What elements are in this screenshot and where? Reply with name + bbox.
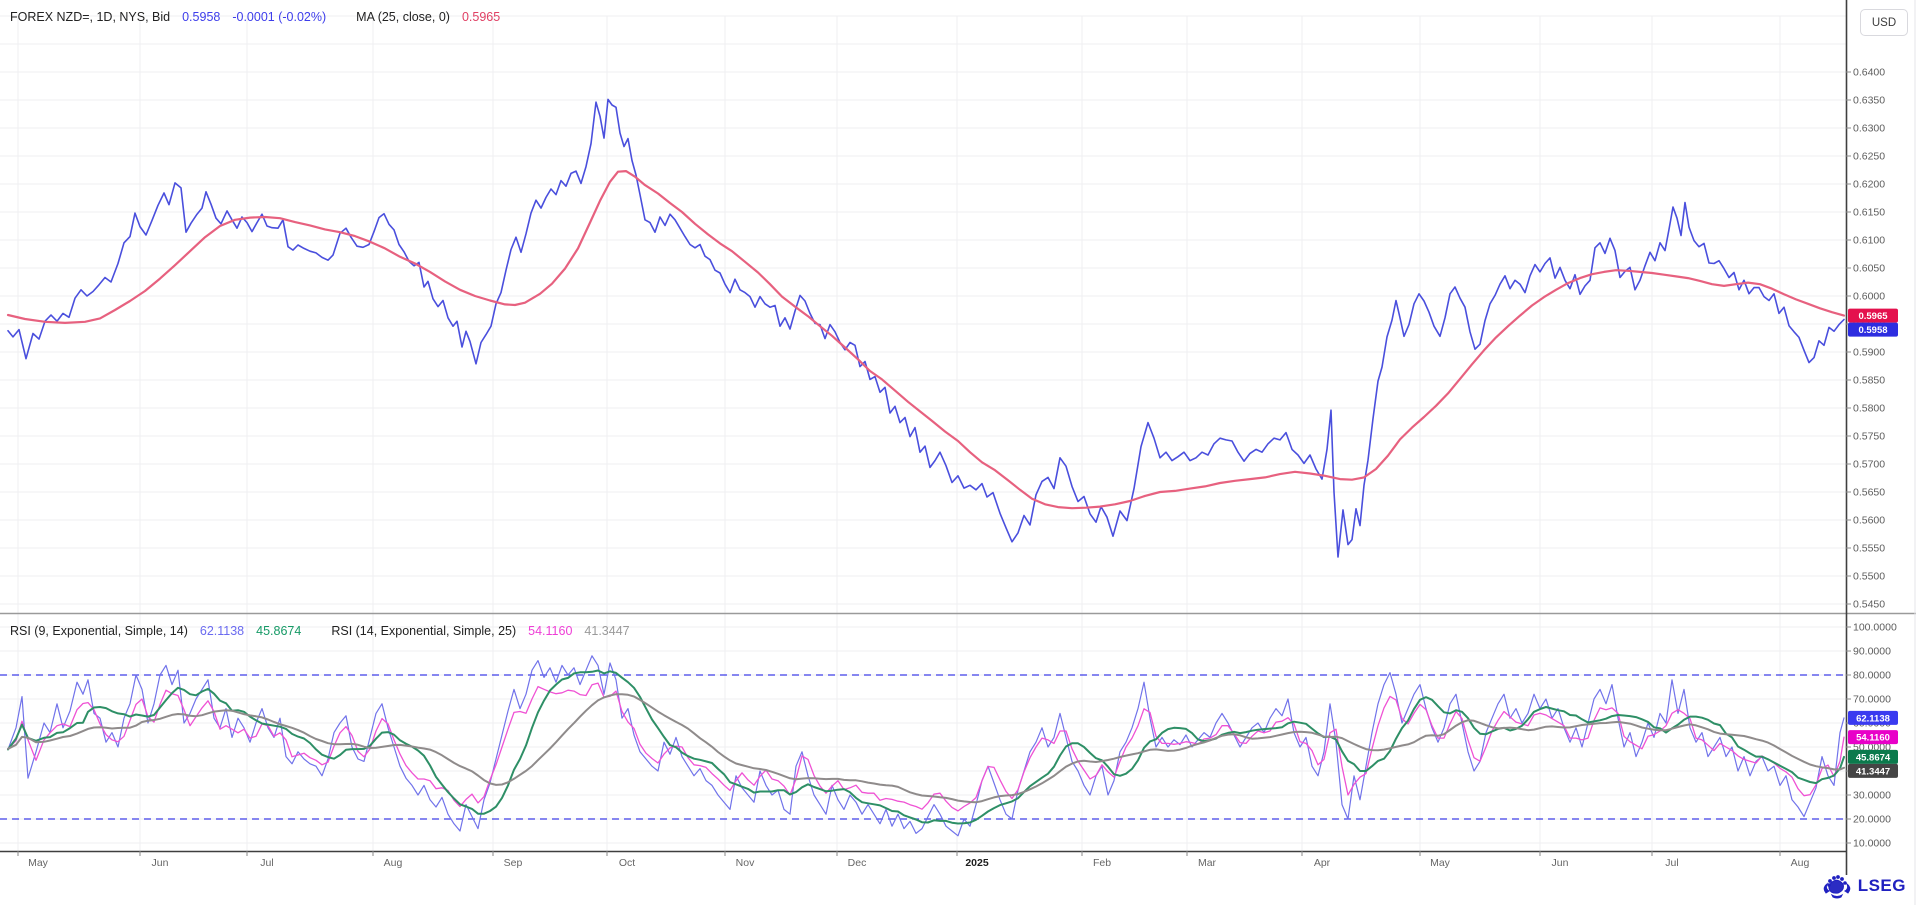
month-label: Jun <box>152 857 169 869</box>
price-tick-label: 0.6350 <box>1853 95 1885 107</box>
month-label: Feb <box>1093 857 1111 869</box>
month-label: Jul <box>260 857 273 869</box>
price-tick-label: 0.6300 <box>1853 123 1885 135</box>
month-label: Aug <box>1791 857 1810 869</box>
price-tick-label: 0.6200 <box>1853 179 1885 191</box>
instrument-label: FOREX NZD=, 1D, NYS, Bid <box>10 10 171 24</box>
month-label: Jun <box>1552 857 1569 869</box>
price-line <box>7 98 1845 558</box>
price-tick-label: 0.5650 <box>1853 487 1885 499</box>
rsi-tick-label: 30.0000 <box>1853 790 1891 802</box>
rsi-pane-legend[interactable]: RSI (9, Exponential, Simple, 14) 62.1138… <box>10 624 630 638</box>
rsi-tick-label: 90.0000 <box>1853 646 1891 658</box>
month-label: 2025 <box>965 857 989 869</box>
price-tick-label: 0.5750 <box>1853 431 1885 443</box>
price-badge-label: 0.5965 <box>1858 311 1888 322</box>
rsi-badge <box>1848 710 1898 725</box>
rsi-tick-label: 70.0000 <box>1853 694 1891 706</box>
ma-label: MA (25, close, 0) <box>356 10 450 24</box>
month-label: May <box>1430 857 1451 869</box>
bid-change: -0.0001 (-0.02%) <box>232 10 327 24</box>
rsi-slow-label: RSI (14, Exponential, Simple, 25) <box>331 624 517 638</box>
lseg-logo: LSEG <box>1822 873 1906 899</box>
month-label: Apr <box>1314 857 1331 869</box>
price-tick-label: 0.5800 <box>1853 403 1885 415</box>
price-tick-label: 0.5450 <box>1853 599 1885 611</box>
rsi-badge <box>1848 730 1898 745</box>
rsi-slow-ma-value: 41.3447 <box>584 624 630 638</box>
rsi-badge <box>1848 749 1898 764</box>
rsi-badge-label: 62.1138 <box>1856 713 1890 724</box>
rsi-slow-value: 54.1160 <box>528 624 573 638</box>
rsi-tick-label: 20.0000 <box>1853 814 1891 826</box>
bid-value: 0.5958 <box>182 10 221 24</box>
price-tick-label: 0.5550 <box>1853 543 1885 555</box>
rsi-badge-label: 54.1160 <box>1856 733 1890 744</box>
price-tick-label: 0.5500 <box>1853 571 1885 583</box>
rsi-badge-label: 41.3447 <box>1856 766 1890 777</box>
price-badge <box>1848 308 1898 323</box>
currency-unit-button[interactable]: USD <box>1860 9 1908 36</box>
price-tick-label: 0.5700 <box>1853 459 1885 471</box>
price-badge-label: 0.5958 <box>1858 325 1887 336</box>
rsi14-line <box>7 682 1845 812</box>
month-label: Aug <box>384 857 403 869</box>
month-label: Nov <box>736 857 755 869</box>
price-chart-legend[interactable]: FOREX NZD=, 1D, NYS, Bid 0.5958 -0.0001 … <box>10 10 500 24</box>
rsi14ma-line <box>7 693 1845 804</box>
price-tick-label: 0.6400 <box>1853 67 1885 79</box>
lseg-crest-icon <box>1823 875 1850 899</box>
month-label: Dec <box>848 857 867 869</box>
rsi-tick-label: 10.0000 <box>1853 838 1891 850</box>
rsi-tick-label: 80.0000 <box>1853 670 1891 682</box>
rsi9ma-line <box>7 669 1845 825</box>
price-tick-label: 0.5600 <box>1853 515 1885 527</box>
price-tick-label: 0.5900 <box>1853 347 1885 359</box>
rsi-fast-ma-value: 45.8674 <box>256 624 302 638</box>
price-badge <box>1848 322 1898 337</box>
price-tick-label: 0.6050 <box>1853 263 1885 275</box>
rsi9-line <box>7 655 1845 837</box>
ma-value: 0.5965 <box>461 10 501 24</box>
rsi-tick-label: 100.0000 <box>1853 622 1897 634</box>
month-label: Jul <box>1665 857 1678 869</box>
price-tick-label: 0.6100 <box>1853 235 1885 247</box>
rsi-badge <box>1848 763 1898 778</box>
ma-line <box>6 170 1846 510</box>
rsi-fast-label: RSI (9, Exponential, Simple, 14) <box>10 624 188 638</box>
rsi-badge-label: 45.8674 <box>1856 752 1891 763</box>
month-label: May <box>28 857 49 869</box>
price-tick-label: 0.5850 <box>1853 375 1885 387</box>
price-tick-label: 0.6150 <box>1853 207 1885 219</box>
month-label: Sep <box>504 857 523 869</box>
lseg-logo-text: LSEG <box>1857 876 1906 895</box>
price-tick-label: 0.6250 <box>1853 151 1885 163</box>
month-label: Mar <box>1198 857 1217 869</box>
month-label: Oct <box>619 857 635 869</box>
price-tick-label: 0.6000 <box>1853 291 1885 303</box>
rsi-fast-value: 62.1138 <box>199 624 245 638</box>
